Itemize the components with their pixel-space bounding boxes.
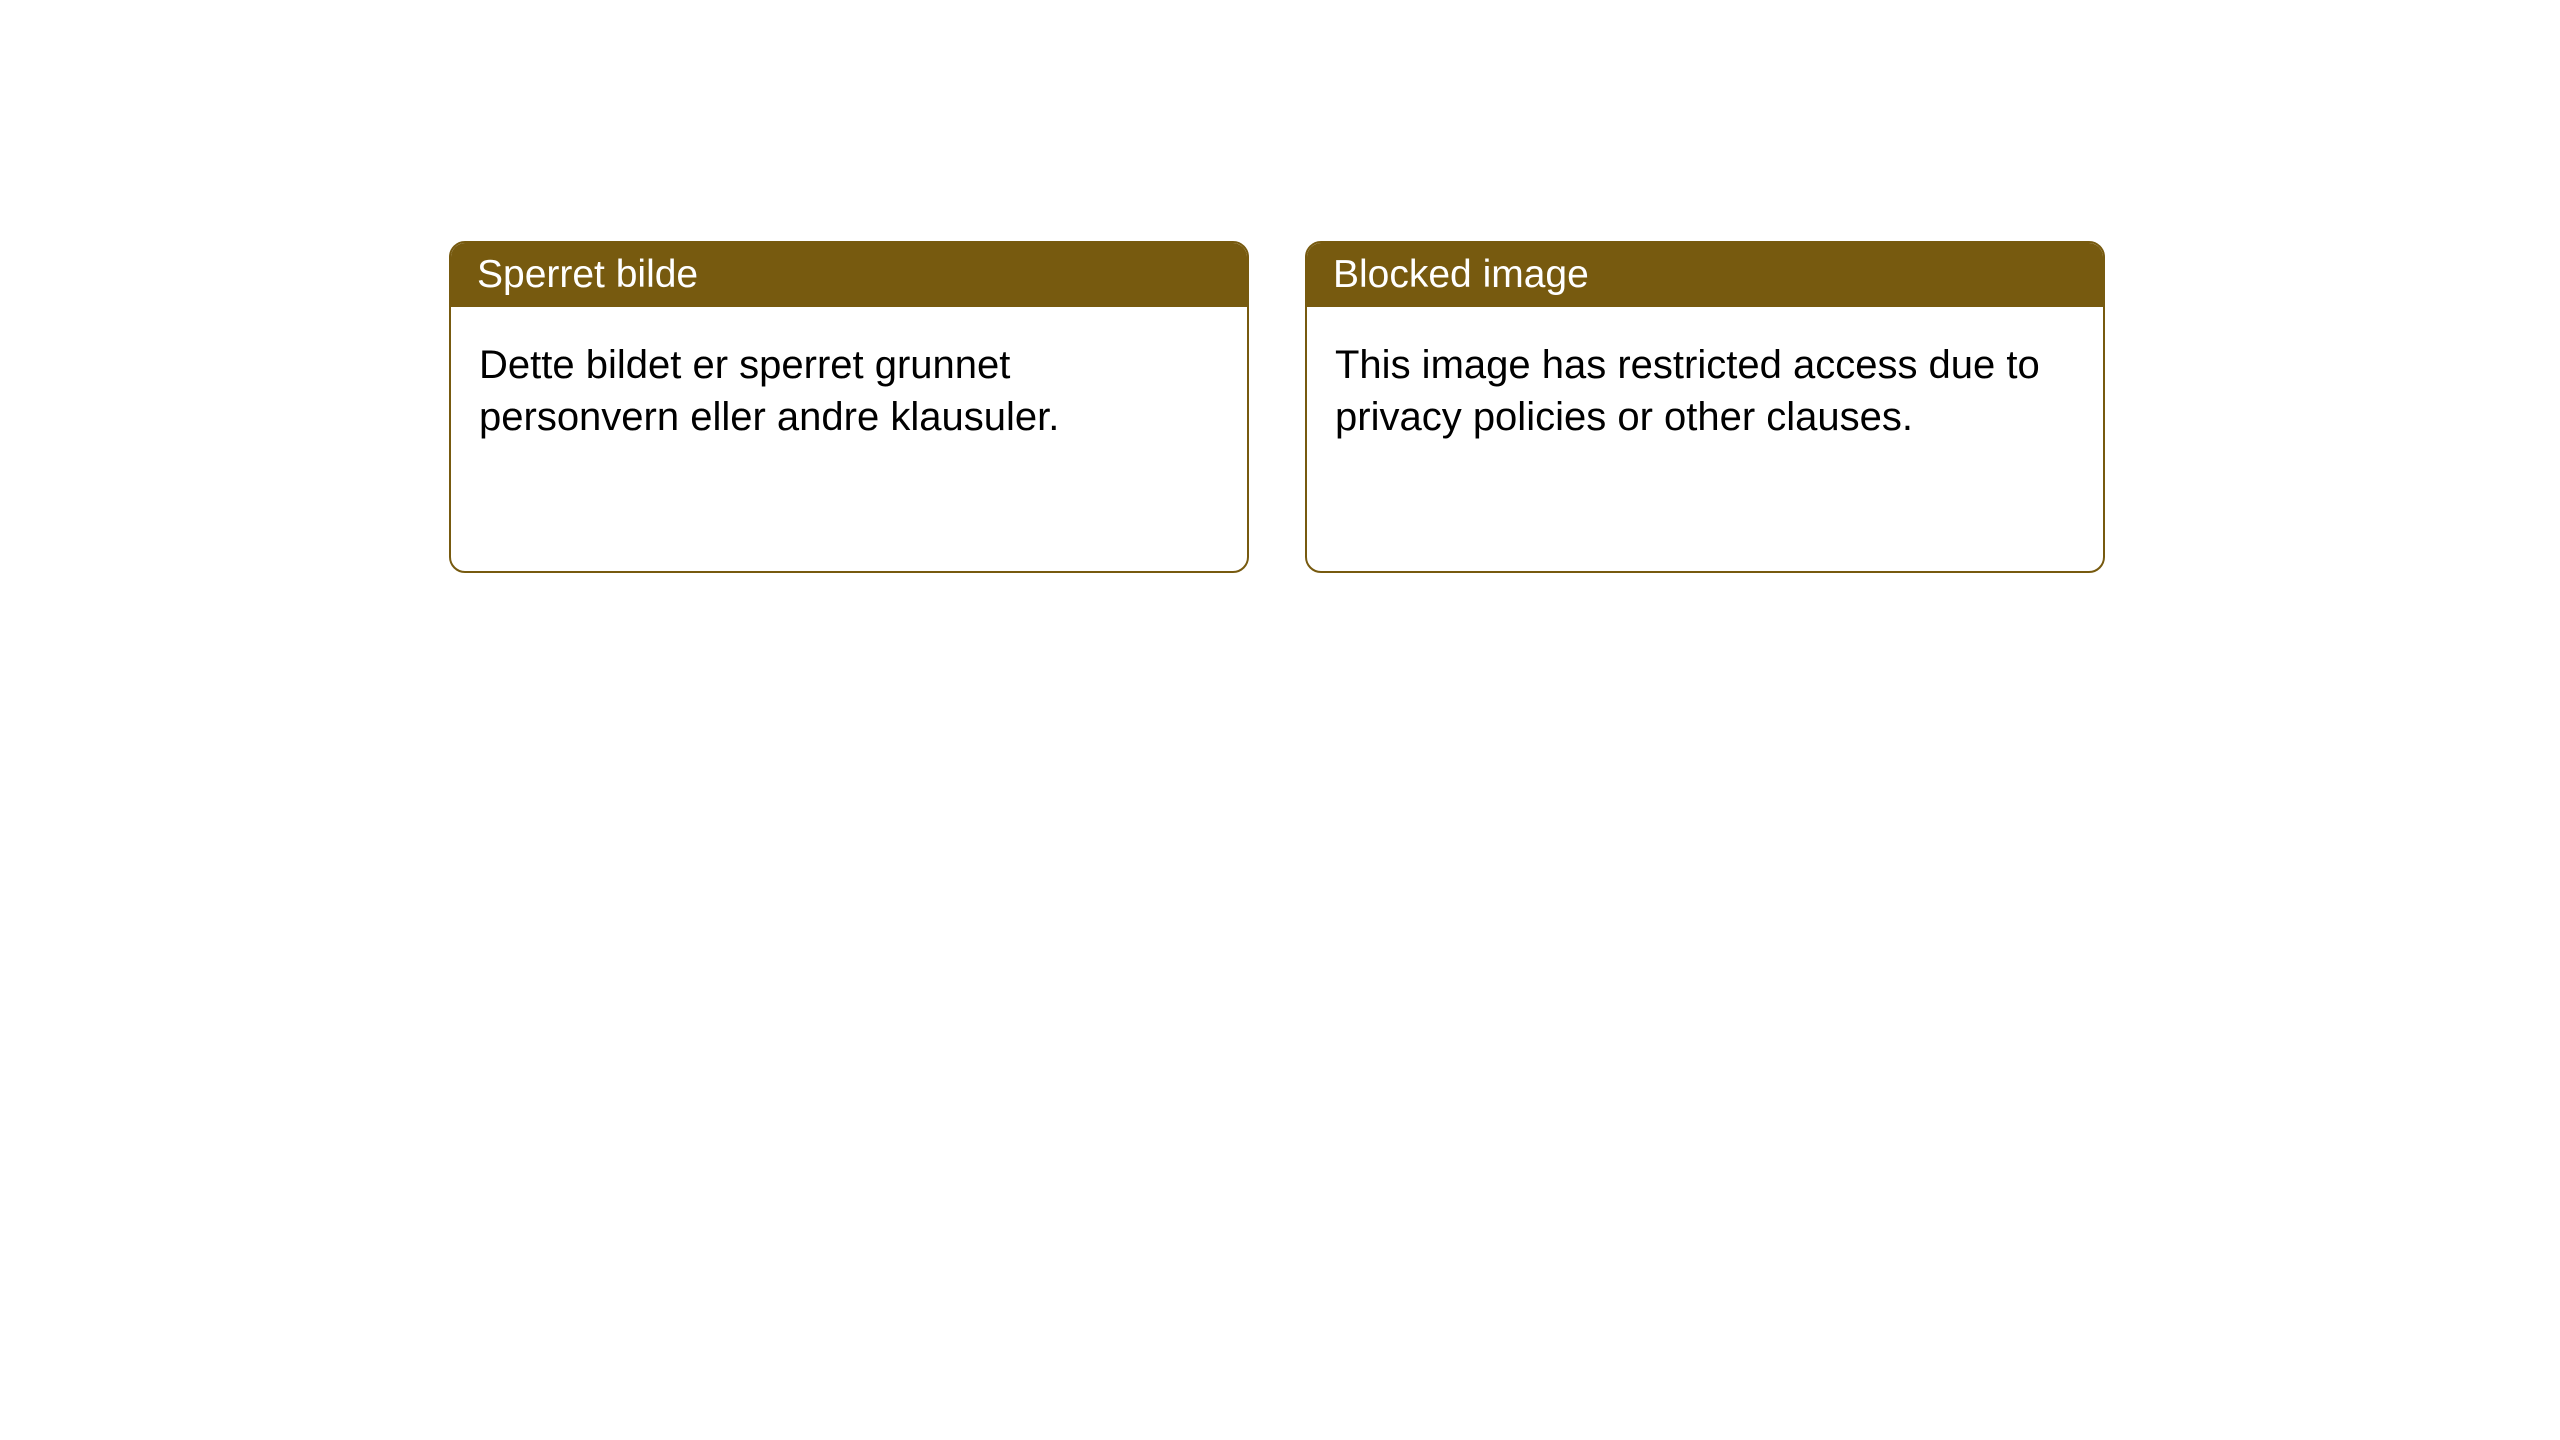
notice-box-norwegian: Sperret bilde Dette bildet er sperret gr… [449, 241, 1249, 573]
notice-body-norwegian: Dette bildet er sperret grunnet personve… [451, 307, 1247, 475]
notice-header-norwegian: Sperret bilde [451, 243, 1247, 307]
notice-box-english: Blocked image This image has restricted … [1305, 241, 2105, 573]
notice-container: Sperret bilde Dette bildet er sperret gr… [449, 241, 2105, 573]
notice-body-english: This image has restricted access due to … [1307, 307, 2103, 475]
notice-header-english: Blocked image [1307, 243, 2103, 307]
